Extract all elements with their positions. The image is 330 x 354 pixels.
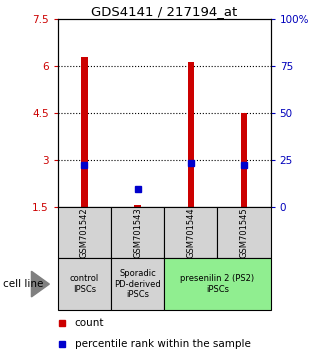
Text: GSM701543: GSM701543 <box>133 207 142 258</box>
Title: GDS4141 / 217194_at: GDS4141 / 217194_at <box>91 5 237 18</box>
Text: control
IPSCs: control IPSCs <box>70 274 99 294</box>
Bar <box>111 207 164 258</box>
Bar <box>164 207 217 258</box>
Text: cell line: cell line <box>3 279 44 289</box>
Text: presenilin 2 (PS2)
iPSCs: presenilin 2 (PS2) iPSCs <box>180 274 254 294</box>
Text: count: count <box>75 318 104 328</box>
Polygon shape <box>31 271 50 297</box>
Text: Sporadic
PD-derived
iPSCs: Sporadic PD-derived iPSCs <box>114 269 161 299</box>
Bar <box>81 57 87 207</box>
Bar <box>111 258 164 310</box>
Bar <box>134 205 141 207</box>
Bar <box>241 113 247 207</box>
Bar <box>187 62 194 207</box>
Text: percentile rank within the sample: percentile rank within the sample <box>75 339 251 349</box>
Text: GSM701542: GSM701542 <box>80 207 89 258</box>
Bar <box>217 207 271 258</box>
Bar <box>164 258 271 310</box>
Text: GSM701544: GSM701544 <box>186 207 195 258</box>
Bar <box>58 207 111 258</box>
Text: GSM701545: GSM701545 <box>240 207 248 258</box>
Bar <box>58 258 111 310</box>
